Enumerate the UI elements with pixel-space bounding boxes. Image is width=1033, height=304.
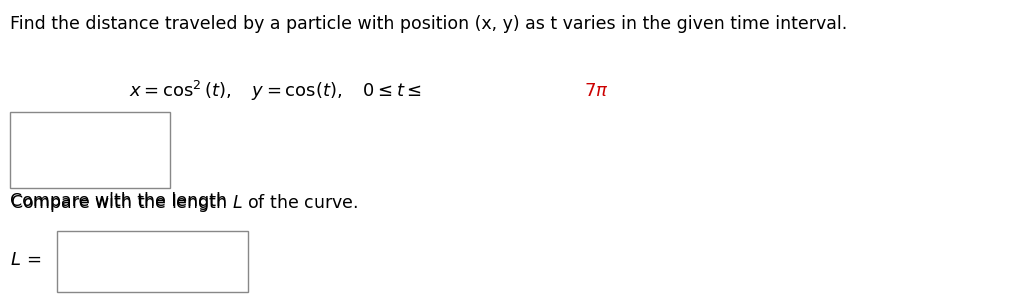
Bar — [57, 231, 248, 292]
Bar — [10, 112, 170, 188]
Text: $L\, =$: $L\, =$ — [10, 251, 42, 269]
Text: Find the distance traveled by a particle with position (x, y) as t varies in the: Find the distance traveled by a particle… — [10, 15, 848, 33]
Text: $7\pi$: $7\pi$ — [584, 82, 608, 100]
Text: Compare with the length $L$ of the curve.: Compare with the length $L$ of the curve… — [10, 192, 358, 213]
Text: Compare with the length: Compare with the length — [10, 192, 232, 209]
Text: $x = \cos^2(t), \quad y = \cos(t), \quad 0 \leq t \leq$: $x = \cos^2(t), \quad y = \cos(t), \quad… — [129, 79, 422, 103]
